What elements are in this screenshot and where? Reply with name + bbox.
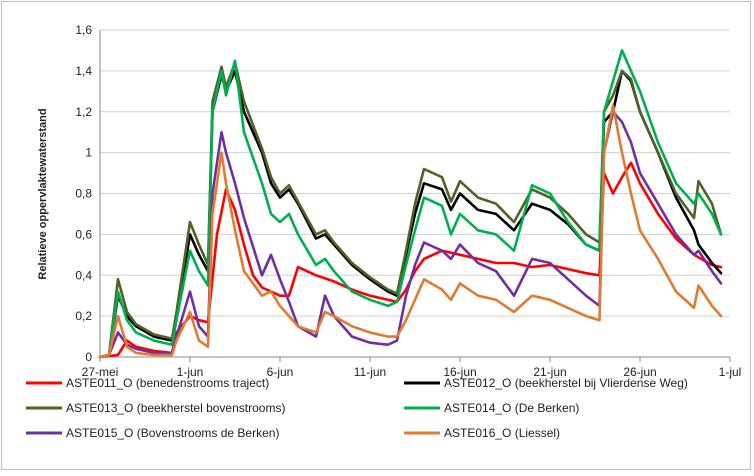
legend-label: ASTE014_O (De Berken)	[444, 401, 579, 415]
series-line	[98, 61, 723, 359]
series-line	[98, 69, 723, 359]
x-tick-label: 16-jun	[443, 365, 476, 379]
series-line	[98, 161, 723, 359]
x-tick-label: 6-jun	[267, 365, 294, 379]
y-tick-label: 1,4	[75, 64, 92, 78]
y-axis-label: Relatieve oppervlaktewaterstand	[37, 108, 49, 279]
y-tick-label: 0	[85, 350, 92, 364]
legend: ASTE011_O (benedenstrooms traject) ASTE01…	[26, 376, 688, 440]
y-tick-label: 1,2	[75, 105, 92, 119]
x-tick-label: 11-jun	[354, 365, 386, 379]
legend-label: ASTE011_O (benedenstrooms traject)	[66, 376, 269, 390]
x-tick-label: 27-mei	[82, 365, 119, 379]
x-tick-label: 21-jun	[533, 365, 566, 379]
y-tick-label: 1,6	[75, 23, 92, 37]
series-line	[98, 49, 723, 359]
y-tick-label: 0,2	[75, 309, 92, 323]
x-tick-label: 1-jul	[719, 365, 742, 379]
y-tick-label: 0,4	[75, 268, 92, 282]
legend-label: ASTE012_O (beekherstel bij Vlierdense We…	[444, 376, 688, 390]
y-tick-label: 0,6	[75, 227, 92, 241]
y-tick-label: 0,8	[75, 187, 92, 201]
legend-label: ASTE016_O (Liessel)	[444, 426, 560, 440]
y-tick-label: 1	[85, 146, 92, 160]
legend-label: ASTE013_O (beekherstel bovenstrooms)	[66, 401, 285, 415]
y-tick-labels: 0 0,2 0,4 0,6 0,8 1 1,2 1,4 1,6	[75, 23, 92, 364]
axes	[99, 30, 730, 358]
x-tick-label: 1-jun	[177, 365, 204, 379]
legend-label: ASTE015_O (Bovenstrooms de Berken)	[66, 426, 279, 440]
series-lines	[98, 49, 723, 359]
x-tick-labels: 27-mei 1-jun 6-jun 11-jun 16-jun 21-jun 26-jun…	[82, 357, 742, 379]
series-line	[98, 104, 723, 359]
x-tick-label: 26-jun	[623, 365, 656, 379]
